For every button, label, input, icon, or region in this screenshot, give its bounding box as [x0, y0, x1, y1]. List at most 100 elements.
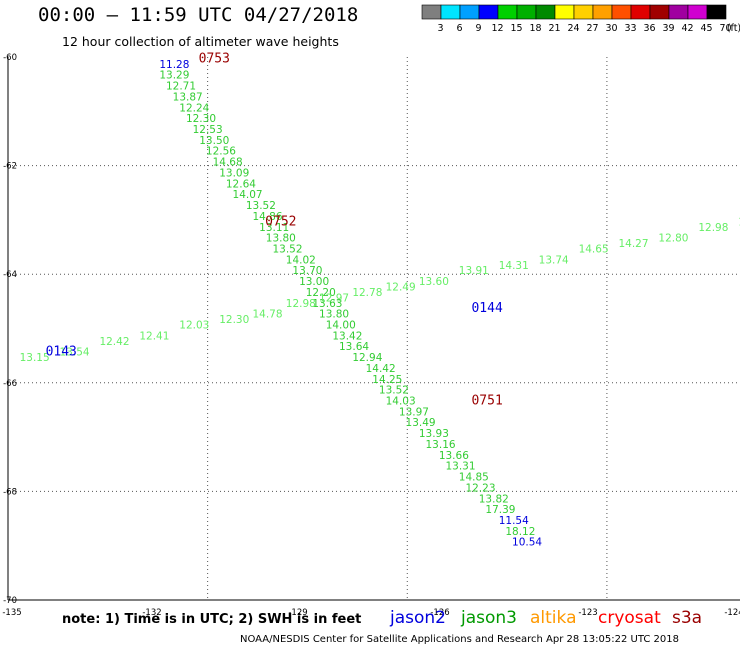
swh-value-jason2: 12.80 — [658, 233, 688, 245]
satellite-legend-cryosat: cryosat — [598, 608, 661, 628]
satellite-legend-altika: altika — [530, 608, 577, 628]
y-tick-label: -62 — [3, 162, 17, 172]
swh-value-jason2: 12.49 — [386, 281, 416, 293]
colorbar-label: 39 — [662, 23, 674, 34]
swh-value-jason2: 12.30 — [219, 314, 249, 326]
colorbar-label: 30 — [605, 23, 617, 34]
swh-value-s3a: 13.00 — [299, 276, 329, 288]
swh-value-s3a: 14.02 — [286, 254, 316, 266]
swh-value-s3a: 14.86 — [252, 211, 282, 223]
swh-value-jason2: 14.31 — [499, 260, 529, 272]
chart-title: 00:00 – 11:59 UTC 04/27/2018 — [38, 4, 359, 26]
colorbar-label: 33 — [624, 23, 636, 34]
colorbar-label: 18 — [529, 23, 541, 34]
swh-value-s3a: 12.64 — [226, 178, 256, 190]
grid-lines — [8, 57, 740, 600]
satellite-legend-jason3: jason3 — [461, 608, 517, 628]
swh-value-s3a: 12.53 — [193, 124, 223, 136]
swh-value-s3a: 13.70 — [292, 265, 322, 277]
colorbar-label: 3 — [437, 23, 443, 34]
swh-value-s3a: 13.64 — [339, 341, 369, 353]
swh-value-s3a: 13.42 — [332, 330, 362, 342]
colorbar-label: 27 — [586, 23, 598, 34]
swh-value-s3a: 12.71 — [166, 81, 196, 93]
chart-subtitle: 12 hour collection of altimeter wave hei… — [62, 34, 339, 49]
y-tick-label: -68 — [3, 487, 17, 497]
pass-number-label: 0751 — [471, 394, 502, 409]
colorbar-label: 36 — [643, 23, 655, 34]
colorbar-swatch — [516, 4, 537, 20]
colorbar-label: 24 — [567, 23, 579, 34]
swh-value-s3a: 11.54 — [499, 515, 529, 527]
swh-value-s3a: 13.49 — [406, 417, 436, 429]
swh-value-s3a: 13.52 — [379, 385, 409, 397]
swh-value-jason2: 13.74 — [539, 254, 569, 266]
swh-value-s3a: 12.20 — [306, 287, 336, 299]
swh-value-s3a: 14.07 — [233, 189, 263, 201]
swh-value-jason2: 13.91 — [459, 265, 489, 277]
x-tick-label: -126 — [430, 608, 449, 618]
swh-value-jason2: 12.41 — [139, 330, 169, 342]
x-tick-label: -124 — [724, 608, 740, 618]
swh-value-jason2: 12.98 — [698, 222, 728, 234]
colorbar-label: 6 — [456, 23, 462, 34]
swh-value-s3a: 17.39 — [485, 504, 515, 516]
swh-value-s3a: 18.12 — [505, 526, 535, 538]
swh-value-s3a: 14.03 — [386, 396, 416, 408]
y-tick-label: -70 — [3, 596, 17, 606]
colorbar-swatch — [649, 4, 670, 20]
swh-value-jason2: 12.98 — [286, 298, 316, 310]
swh-value-s3a: 12.23 — [465, 482, 495, 494]
swh-value-s3a: 14.00 — [326, 320, 356, 332]
swh-value-s3a: 13.09 — [219, 167, 249, 179]
colorbar-swatch — [573, 4, 594, 20]
swh-value-s3a: 13.80 — [319, 309, 349, 321]
swh-value-s3a: 12.94 — [352, 352, 382, 364]
colorbar-label: (ft) — [727, 23, 740, 34]
swh-value-s3a: 12.24 — [179, 102, 209, 114]
swh-value-s3a: 10.54 — [512, 537, 542, 549]
colorbar-label: 42 — [681, 23, 693, 34]
swh-value-jason2: 14.78 — [252, 309, 282, 321]
swh-value-s3a: 13.50 — [199, 135, 229, 147]
colorbar-swatch — [421, 4, 442, 20]
colorbar-swatch — [668, 4, 689, 20]
colorbar-swatch — [611, 4, 632, 20]
colorbar-label: 45 — [700, 23, 712, 34]
swh-value-jason2: 14.65 — [579, 243, 609, 255]
colorbar-swatch — [478, 4, 499, 20]
x-tick-label: -135 — [2, 608, 21, 618]
swh-value-jason2: 13.60 — [419, 276, 449, 288]
swh-value-s3a: 11.28 — [159, 59, 189, 71]
swh-value-s3a: 13.29 — [159, 70, 189, 82]
colorbar-label: 12 — [491, 23, 503, 34]
pass-number-label: 0752 — [265, 214, 296, 229]
colorbar-label: 70 — [719, 23, 731, 34]
colorbar-swatch — [630, 4, 651, 20]
pass-labels: 075307520751075000080009014301440145 — [46, 51, 503, 409]
swh-value-s3a: 12.56 — [206, 146, 236, 158]
swh-value-jason2: 14.27 — [618, 238, 648, 250]
y-tick-label: -60 — [3, 53, 17, 63]
swh-value-jason2: 13.54 — [60, 347, 90, 359]
swh-value-s3a: 13.11 — [259, 222, 289, 234]
data-points: 11.2813.2912.7113.8712.2412.3012.5313.50… — [20, 59, 740, 549]
swh-value-jason2: 12.78 — [352, 287, 382, 299]
swh-value-s3a: 13.82 — [479, 493, 509, 505]
swh-value-s3a: 13.66 — [439, 450, 469, 462]
swh-value-s3a: 14.85 — [459, 472, 489, 484]
y-tick-label: -64 — [3, 270, 17, 280]
colorbar-swatch — [592, 4, 613, 20]
swh-value-s3a: 14.68 — [213, 157, 243, 169]
colorbar-swatch — [554, 4, 575, 20]
swh-value-jason2: 12.97 — [319, 292, 349, 304]
x-tick-label: -123 — [578, 608, 597, 618]
axes: -60 -62 -64 -66 -68 -70 -135 -132 -129 -126 -123 -1… — [2, 53, 740, 618]
swh-value-s3a: 13.80 — [266, 233, 296, 245]
colorbar-swatch — [440, 4, 461, 20]
credit-line: NOAA/NESDIS Center for Satellite Applica… — [240, 634, 679, 645]
pass-number-label: 0143 — [46, 345, 77, 360]
swh-value-jason2: 12.42 — [99, 336, 129, 348]
colorbar-swatch — [535, 4, 556, 20]
